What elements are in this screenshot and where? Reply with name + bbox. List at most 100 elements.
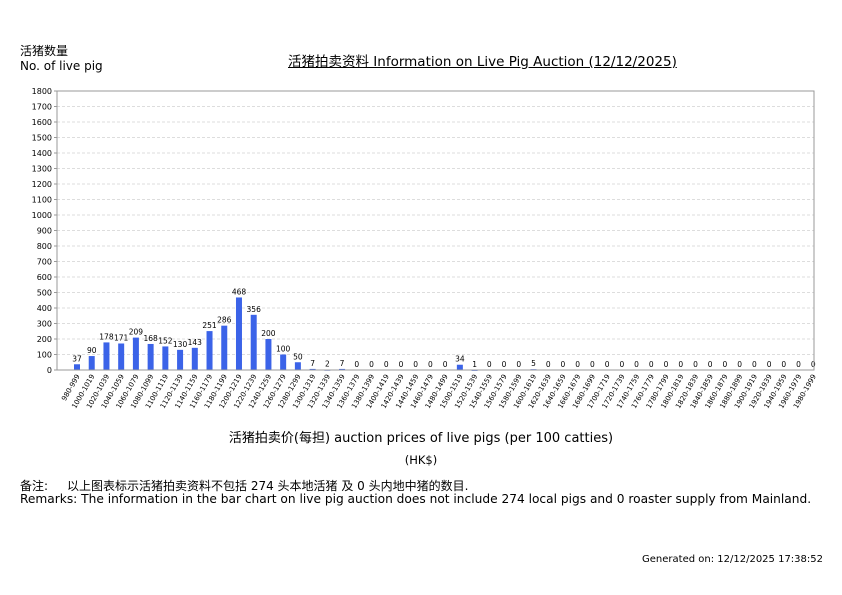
bar-value-label: 0 <box>781 360 786 369</box>
bar <box>162 346 169 370</box>
bar-value-label: 50 <box>293 352 303 361</box>
bar-value-label: 100 <box>276 345 291 354</box>
generated-timestamp: Generated on: 12/12/2025 17:38:52 <box>642 554 823 565</box>
y-tick-label: 1800 <box>32 87 52 96</box>
bar-value-label: 251 <box>202 321 217 330</box>
gridlines <box>57 106 814 355</box>
bar-value-label: 0 <box>811 360 816 369</box>
bar-value-label: 468 <box>232 287 247 296</box>
bar-value-label: 0 <box>590 360 595 369</box>
bar-value-label: 0 <box>443 360 448 369</box>
bar-value-label: 0 <box>737 360 742 369</box>
bar <box>103 342 110 370</box>
bar <box>147 343 154 370</box>
bar-value-label: 34 <box>455 355 465 364</box>
x-axis-label: 活猪拍卖价(每担) auction prices of live pigs (p… <box>228 431 614 446</box>
y-tick-label: 600 <box>37 273 52 282</box>
bar-value-label: 0 <box>796 360 801 369</box>
bar <box>88 356 95 370</box>
chart-title: 活猪拍卖资料 Information on Live Pig Auction (… <box>288 54 677 70</box>
bar-value-label: 0 <box>384 360 389 369</box>
bar-value-label: 0 <box>516 360 521 369</box>
bar-value-label: 0 <box>708 360 713 369</box>
y-axis-label-chinese: 活猪数量 <box>20 44 69 58</box>
bar-value-label: 0 <box>502 360 507 369</box>
y-tick-label: 0 <box>47 366 52 375</box>
bar-value-label: 0 <box>723 360 728 369</box>
bar-value-label: 0 <box>619 360 624 369</box>
remarks-chinese-text: 以上图表标示活猪拍卖资料不包括 274 头本地活猪 及 0 头内地中猪的数目. <box>67 479 469 493</box>
bar-value-label: 171 <box>114 333 129 342</box>
bar <box>456 364 463 370</box>
bar <box>221 325 228 370</box>
bar-value-label: 0 <box>664 360 669 369</box>
y-tick-label: 400 <box>37 304 52 313</box>
bar <box>177 349 184 370</box>
y-tick-label: 1000 <box>32 211 52 220</box>
bar-value-label: 0 <box>575 360 580 369</box>
y-tick-label: 1200 <box>32 180 52 189</box>
remarks-english: Remarks: The information in the bar char… <box>20 492 812 506</box>
y-tick-label: 1700 <box>32 103 52 112</box>
plot-frame <box>56 90 815 371</box>
bar <box>235 297 242 370</box>
bar-value-label: 0 <box>354 360 359 369</box>
y-axis: 0 100 200 300 400 500 600 700 800 900 1000 1100 1200… <box>32 87 57 375</box>
bar <box>74 364 80 370</box>
bar <box>265 339 272 370</box>
bar <box>339 368 346 370</box>
bar-value-label: 0 <box>428 360 433 369</box>
bar <box>309 368 316 370</box>
remarks-chinese: 备注: 以上图表标示活猪拍卖资料不包括 274 头本地活猪 及 0 头内地中猪的数… <box>20 477 468 494</box>
bar <box>206 331 213 370</box>
bar-value-label: 0 <box>399 360 404 369</box>
bar-value-label: 0 <box>649 360 654 369</box>
bar-value-label: 0 <box>487 360 492 369</box>
bar-value-label: 90 <box>87 346 97 355</box>
bar-value-label: 0 <box>413 360 418 369</box>
y-tick-label: 1600 <box>32 118 52 127</box>
bar-value-label: 0 <box>561 360 566 369</box>
y-axis-label-english: No. of live pig <box>20 59 103 73</box>
bar-value-label: 5 <box>531 359 536 368</box>
bar-value-label: 152 <box>158 336 173 345</box>
bar-value-label: 143 <box>188 338 203 347</box>
bar-value-label: 356 <box>247 305 262 314</box>
y-tick-label: 700 <box>37 258 52 267</box>
bar <box>191 347 198 370</box>
bar-value-label: 1 <box>472 360 477 369</box>
y-tick-label: 200 <box>37 335 52 344</box>
bar-value-label: 37 <box>72 354 82 363</box>
bar-value-label: 130 <box>173 340 188 349</box>
bar-chart: 0100200300400500600700800900100011001200… <box>32 87 818 410</box>
bar-value-label: 2 <box>325 360 330 369</box>
bar-value-label: 200 <box>261 329 276 338</box>
bar-value-label: 0 <box>678 360 683 369</box>
y-tick-label: 500 <box>37 289 52 298</box>
bar-value-label: 7 <box>340 359 345 368</box>
bar-value-label: 168 <box>143 334 158 343</box>
bar-value-label: 0 <box>634 360 639 369</box>
bar-value-label: 0 <box>369 360 374 369</box>
bar-value-label: 178 <box>99 332 114 341</box>
y-tick-label: 300 <box>37 320 52 329</box>
bar-value-label: 209 <box>129 328 144 337</box>
bar <box>118 343 125 370</box>
y-tick-label: 800 <box>37 242 52 251</box>
bar <box>294 362 301 370</box>
bar-value-label: 0 <box>693 360 698 369</box>
remarks-chinese-label: 备注: <box>20 479 49 493</box>
bar-value-label: 7 <box>310 359 315 368</box>
bar-value-label: 286 <box>217 316 232 325</box>
bar <box>280 354 287 370</box>
y-tick-label: 100 <box>37 351 52 360</box>
y-tick-label: 1300 <box>32 165 52 174</box>
bar-value-label: 0 <box>546 360 551 369</box>
bar-value-label: 0 <box>767 360 772 369</box>
bar <box>250 314 257 370</box>
y-tick-label: 1400 <box>32 149 52 158</box>
y-tick-label: 1100 <box>32 196 52 205</box>
x-axis: 980-9991000-10191020-10391040-10591060-1… <box>60 373 818 410</box>
y-tick-label: 1500 <box>32 134 52 143</box>
